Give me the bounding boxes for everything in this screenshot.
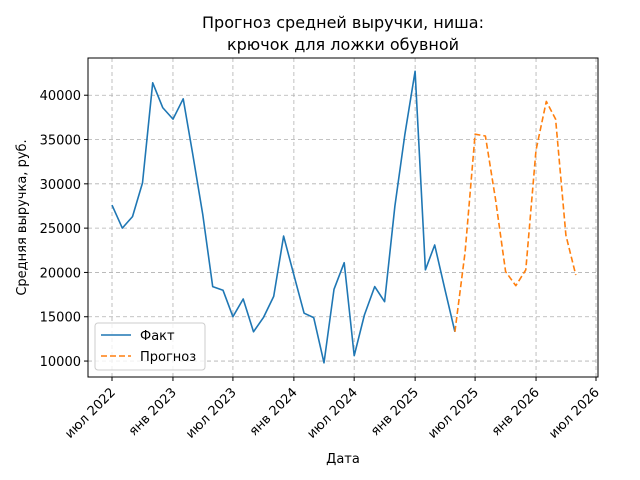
y-tick-label: 15000 (40, 311, 81, 326)
x-tick-label: июл 2022 (62, 385, 119, 442)
x-tick-label: янв 2024 (247, 385, 301, 439)
x-tick-label: июл 2023 (183, 385, 240, 442)
x-tick-label: июл 2026 (546, 385, 603, 442)
y-tick-label: 10000 (40, 355, 81, 370)
x-tick-label: июл 2025 (425, 385, 482, 442)
plot-area (87, 57, 599, 378)
y-tick-label: 40000 (40, 89, 81, 104)
chart-title-line-2: крючок для ложки обувной (227, 35, 459, 54)
legend: Факт Прогноз (94, 322, 206, 371)
y-axis-label: Средняя выручка, руб. (15, 139, 30, 295)
ticks: 10000 15000 20000 25000 30000 35000 40000 июл 2… (40, 89, 603, 442)
legend-label-forecast: Прогноз (140, 350, 196, 365)
x-tick-label: янв 2023 (126, 385, 180, 439)
y-tick-label: 25000 (40, 222, 81, 237)
x-axis-label: Дата (326, 452, 360, 467)
x-tick-label: июл 2024 (304, 385, 361, 442)
series-line-forecast (454, 100, 577, 332)
x-tick-label: янв 2025 (368, 385, 422, 439)
series-layer (111, 70, 577, 364)
y-tick-label: 30000 (40, 178, 81, 193)
y-tick-label: 35000 (40, 134, 81, 149)
legend-label-fact: Факт (140, 329, 175, 344)
chart-title-line-1: Прогноз средней выручки, ниша: (202, 13, 484, 32)
grid (88, 58, 598, 377)
y-tick-label: 20000 (40, 266, 81, 281)
series-line-fact (111, 70, 456, 364)
x-tick-label: янв 2026 (489, 385, 543, 439)
